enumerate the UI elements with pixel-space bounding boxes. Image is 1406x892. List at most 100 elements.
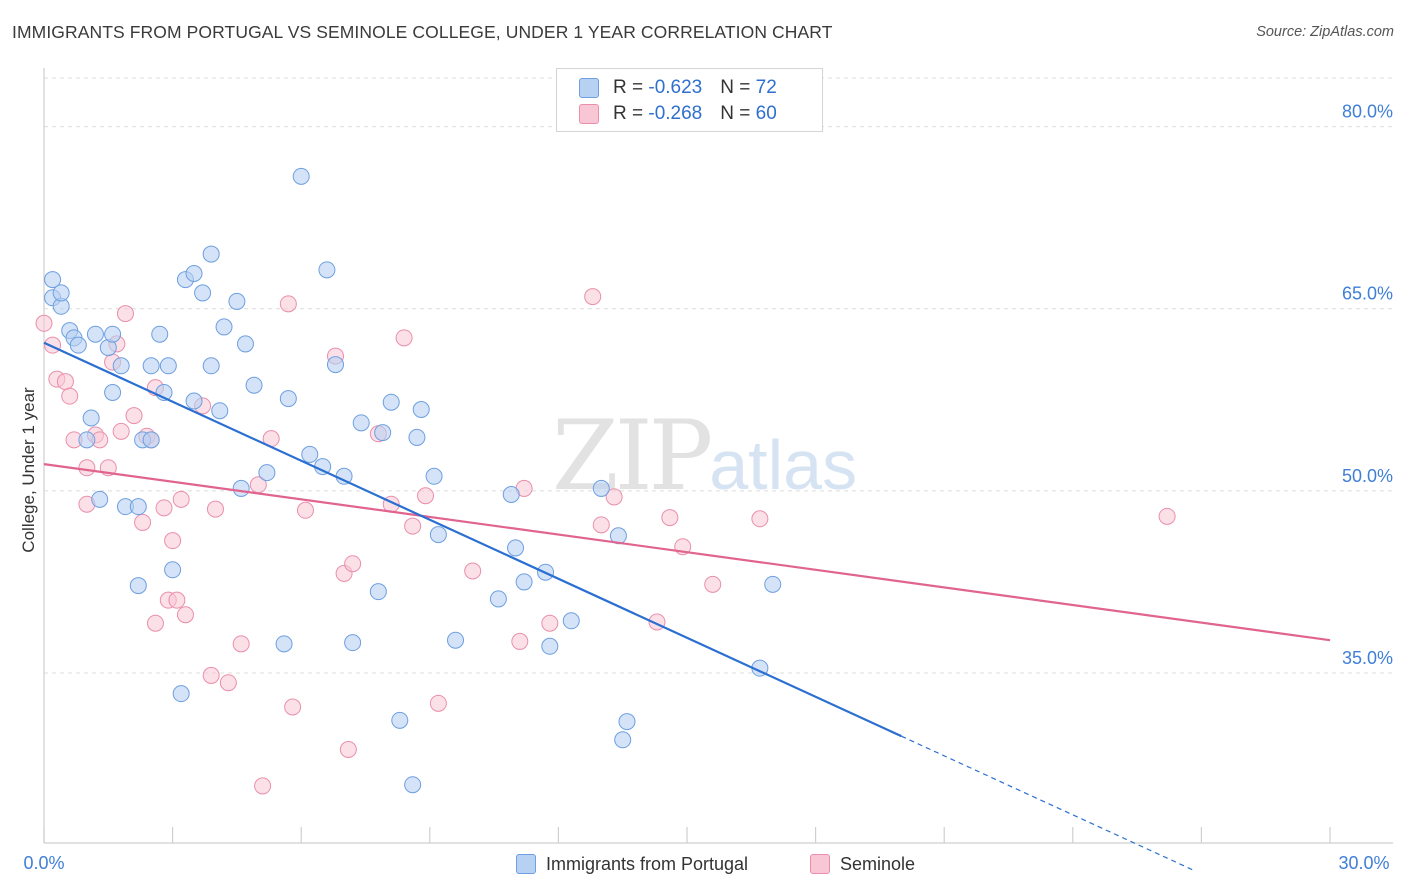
seminole-point — [344, 555, 362, 573]
portugal-point — [429, 526, 447, 544]
portugal-point — [404, 776, 422, 794]
bottom-legend-swatch-portugal — [516, 854, 536, 874]
legend-swatch-seminole — [579, 104, 599, 124]
portugal-point — [275, 635, 293, 653]
x-tick-label: 0.0% — [23, 853, 64, 873]
portugal-point — [202, 245, 220, 263]
portugal-point — [194, 284, 212, 302]
seminole-point — [339, 741, 357, 758]
portugal-point — [86, 325, 104, 343]
portugal-point — [232, 479, 250, 497]
bottom-legend-portugal: Immigrants from Portugal — [516, 852, 748, 876]
legend-n-label: N = — [720, 103, 756, 124]
seminole-point — [116, 305, 134, 323]
bottom-legend-seminole: Seminole — [810, 852, 915, 876]
portugal-point — [215, 318, 233, 336]
bottom-legend-label-seminole: Seminole — [840, 853, 916, 874]
portugal-point — [507, 539, 525, 557]
portugal-point — [374, 424, 392, 442]
portugal-point — [258, 464, 276, 482]
portugal-point — [408, 428, 426, 446]
seminole-point — [232, 635, 250, 653]
seminole-point — [206, 500, 224, 518]
seminole-point — [56, 373, 74, 391]
seminole-point — [155, 499, 173, 517]
portugal-point — [412, 401, 430, 418]
portugal-point — [129, 498, 147, 516]
y-axis-label: College, Under 1 year — [19, 387, 38, 553]
seminole-point — [279, 295, 297, 313]
portugal-point — [352, 414, 370, 432]
seminole-point — [164, 532, 182, 550]
portugal-point — [129, 577, 147, 595]
portugal-point — [618, 713, 636, 731]
seminole-point — [584, 288, 602, 306]
portugal-point — [151, 325, 169, 343]
seminole-point — [592, 516, 610, 534]
portugal-point — [78, 431, 96, 449]
seminole-point — [661, 509, 679, 527]
seminole-point — [541, 614, 559, 632]
seminole-point — [395, 329, 413, 347]
watermark: ZIPatlas — [552, 400, 857, 512]
seminole-trendline — [43, 463, 1331, 642]
legend-row-seminole: R = -0.268 N = 60 — [579, 102, 777, 126]
portugal-point — [91, 490, 109, 508]
correlation-legend: R = -0.623 N = 72 R = -0.268 N = 60 — [556, 68, 823, 132]
seminole-point — [61, 387, 79, 405]
portugal-point — [185, 265, 203, 282]
seminole-point — [125, 407, 143, 425]
portugal-point — [562, 612, 580, 630]
seminole-point — [112, 422, 130, 440]
watermark-zip: ZIP — [552, 400, 713, 512]
axes — [43, 68, 1393, 844]
y-tick-label: 80.0% — [1342, 102, 1393, 122]
y-tick-label: 35.0% — [1342, 648, 1393, 668]
portugal-trendline — [43, 341, 902, 738]
portugal-point — [52, 284, 70, 302]
seminole-point — [202, 666, 220, 684]
seminole-point — [78, 459, 96, 477]
portugal-point — [489, 590, 507, 608]
portugal-point — [764, 575, 782, 593]
seminole-point — [35, 314, 53, 332]
portugal-point — [541, 637, 559, 655]
portugal-point — [502, 486, 520, 503]
portugal-point — [344, 634, 362, 652]
portugal-point — [104, 325, 122, 343]
portugal-point — [447, 631, 465, 649]
seminole-point — [511, 632, 529, 650]
portugal-point — [69, 336, 87, 354]
portugal-point — [44, 271, 62, 289]
portugal-point — [159, 357, 177, 375]
portugal-point — [236, 335, 254, 353]
portugal-points — [44, 167, 782, 794]
portugal-trendline-extension — [901, 735, 1194, 871]
legend-row-portugal: R = -0.623 N = 72 — [579, 76, 777, 100]
portugal-point — [228, 292, 246, 310]
legend-r-value: -0.623 — [648, 77, 703, 98]
portugal-point — [326, 356, 344, 374]
source-label: Source: ZipAtlas.com — [1256, 24, 1394, 40]
seminole-point — [219, 674, 237, 692]
bottom-legend-swatch-seminole — [810, 854, 830, 874]
x-tick-label: 30.0% — [1338, 853, 1389, 873]
y-tick-label: 65.0% — [1342, 284, 1393, 304]
legend-r-label: R = — [613, 103, 649, 124]
portugal-point — [104, 384, 122, 401]
portugal-point — [292, 167, 310, 185]
portugal-point — [164, 561, 182, 579]
seminole-point — [284, 698, 302, 716]
portugal-point — [614, 731, 632, 749]
portugal-point — [318, 261, 336, 279]
legend-n-value: 72 — [755, 77, 777, 98]
portugal-point — [245, 376, 263, 394]
portugal-point — [82, 409, 100, 427]
portugal-point — [211, 402, 229, 420]
legend-r-value: -0.268 — [648, 103, 703, 124]
portugal-point — [369, 583, 387, 601]
y-tick-label: 50.0% — [1342, 466, 1393, 486]
portugal-point — [279, 390, 297, 408]
legend-n-value: 60 — [755, 103, 777, 124]
